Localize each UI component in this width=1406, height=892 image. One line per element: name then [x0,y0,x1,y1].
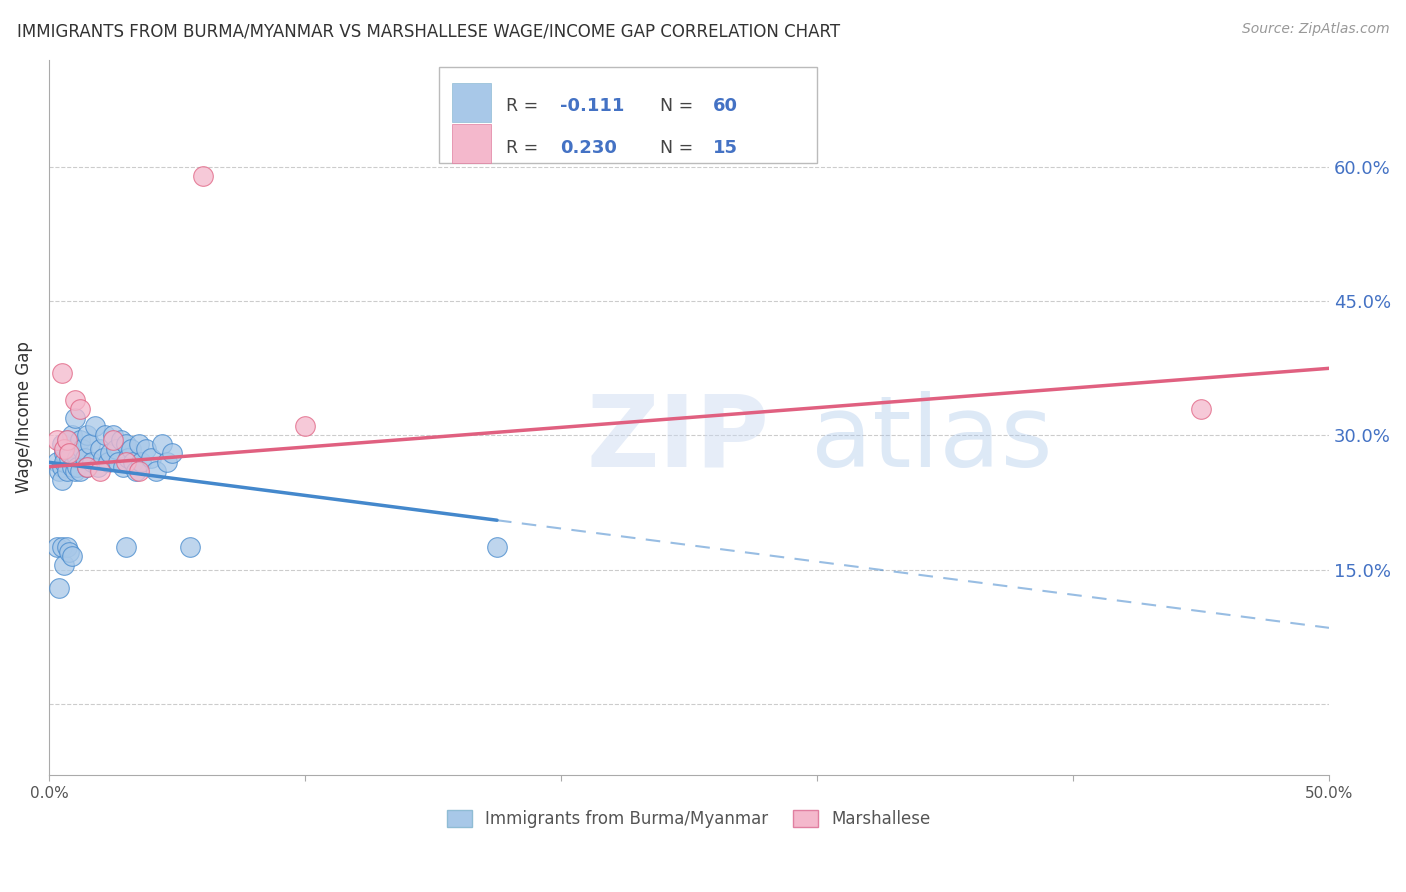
Text: Source: ZipAtlas.com: Source: ZipAtlas.com [1241,22,1389,37]
Y-axis label: Wage/Income Gap: Wage/Income Gap [15,342,32,493]
Point [56,541,79,555]
Point [89,442,111,456]
Text: 60: 60 [713,97,738,115]
FancyBboxPatch shape [440,67,817,163]
Point [45,541,67,555]
Point [135,442,157,456]
Point [94,428,117,442]
Point [97,455,120,469]
Text: N =: N = [659,97,699,115]
FancyBboxPatch shape [453,124,491,163]
Point [76,459,98,474]
Point [86,459,108,474]
Point [79,437,101,451]
Point [60,549,83,564]
Point [53,446,76,460]
Point [56,433,79,447]
Legend: Immigrants from Burma/Myanmar, Marshallese: Immigrants from Burma/Myanmar, Marshalle… [440,804,938,835]
Point [58,442,80,456]
Point [66,450,89,465]
Point [45,455,67,469]
Point [45,433,67,447]
Point [114,455,136,469]
Text: N =: N = [659,138,699,157]
Text: -0.111: -0.111 [560,97,624,115]
Point [76,459,98,474]
Point [114,541,136,555]
Point [63,392,86,407]
Point [179,541,201,555]
Point [150,437,173,451]
Point [48,464,70,478]
Point [112,459,135,474]
Point [122,455,145,469]
Point [58,446,80,460]
Point [294,419,316,434]
Text: IMMIGRANTS FROM BURMA/MYANMAR VS MARSHALLESE WAGE/INCOME GAP CORRELATION CHART: IMMIGRANTS FROM BURMA/MYANMAR VS MARSHAL… [17,22,839,40]
Text: atlas: atlas [811,391,1052,488]
Point [84,419,107,434]
Point [141,450,163,465]
Point [53,442,76,456]
Point [51,437,73,451]
Point [69,464,91,478]
Point [128,437,150,451]
Point [56,433,79,447]
Point [156,455,179,469]
Point [58,545,80,559]
Point [53,558,76,573]
Text: 15: 15 [713,138,738,157]
Point [63,464,86,478]
Point [485,541,508,555]
Point [69,433,91,447]
Point [1189,401,1212,416]
Point [66,459,89,474]
Point [51,366,73,380]
Text: R =: R = [506,97,544,115]
Point [63,410,86,425]
FancyBboxPatch shape [453,82,491,122]
Point [101,433,124,447]
Point [51,541,73,555]
Point [69,401,91,416]
Point [120,442,142,456]
Point [72,442,94,456]
Point [110,433,132,447]
Point [58,450,80,465]
Point [48,581,70,595]
Point [107,455,129,469]
Point [89,464,111,478]
Point [100,446,122,460]
Point [104,442,127,456]
Point [145,464,167,478]
Point [73,450,96,465]
Point [60,428,83,442]
Point [117,450,139,465]
Point [53,455,76,469]
Point [51,459,73,474]
Text: 0.230: 0.230 [560,138,617,157]
Text: R =: R = [506,138,544,157]
Point [82,455,104,469]
Point [91,450,114,465]
Point [51,473,73,487]
Point [129,455,152,469]
Text: ZIP: ZIP [586,391,769,488]
Point [125,464,148,478]
Point [114,437,136,451]
Point [160,446,183,460]
Point [128,464,150,478]
Point [56,464,79,478]
Point [191,169,214,183]
Point [76,428,98,442]
Point [101,428,124,442]
Point [60,459,83,474]
